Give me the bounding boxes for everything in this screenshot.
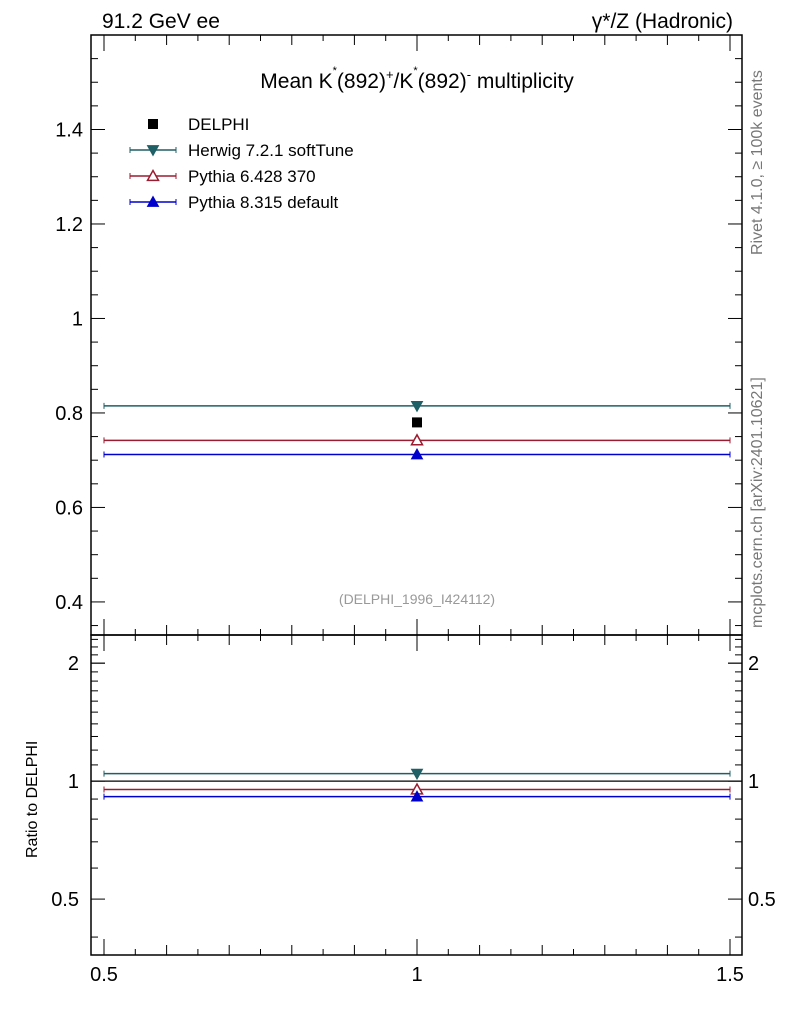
x-tick-label: 1 — [411, 964, 422, 986]
x-axis: 0.5 1 1.5 — [90, 35, 744, 986]
ratio-y-axis: 0.5 0.5 1 1 2 2 — [51, 638, 776, 938]
y-tick-label: 0.8 — [55, 403, 83, 425]
point-Herwig 7.2.1 softTune — [410, 400, 424, 413]
process-label: γ*/Z (Hadronic) — [592, 10, 733, 33]
legend-entry-label: Pythia 8.315 default — [188, 193, 339, 212]
ratio-y-tick-label-left: 1 — [68, 771, 79, 793]
point-Pythia 6.428 370 — [410, 433, 424, 446]
point-Pythia 8.315 default — [410, 447, 424, 460]
y-tick-label: 0.6 — [55, 497, 83, 519]
legend-marker — [146, 195, 160, 207]
legend: DELPHI Herwig 7.2.1 softTune Pythia 6.428 … — [129, 115, 354, 212]
x-tick-label: 1.5 — [716, 964, 744, 986]
point-DELPHI — [412, 417, 422, 428]
y-tick-label: 1.4 — [55, 119, 83, 141]
ratio-point-Pythia 8.315 default — [410, 790, 424, 802]
legend-entry-label: DELPHI — [188, 115, 249, 134]
x-tick-label: 0.5 — [90, 964, 118, 986]
y-tick-label: 1.2 — [55, 214, 83, 236]
ratio-point-Herwig 7.2.1 softTune — [410, 768, 424, 781]
ratio-ylabel: Ratio to DELPHI — [24, 741, 41, 858]
legend-marker — [146, 145, 160, 157]
legend-entry-label: Herwig 7.2.1 softTune — [188, 141, 354, 160]
analysis-id-watermark: (DELPHI_1996_I424112) — [339, 591, 495, 607]
ratio-y-tick-label-right: 2 — [748, 653, 759, 675]
main-y-axis: 0.4 0.6 0.8 1 1.2 1.4 — [55, 58, 742, 627]
legend-entry-label: Pythia 6.428 370 — [188, 167, 316, 186]
ratio-y-tick-label-right: 0.5 — [748, 889, 776, 911]
ratio-y-tick-label-left: 2 — [68, 653, 79, 675]
rivet-label: Rivet 4.1.0, ≥ 100k events — [749, 70, 766, 255]
ratio-y-tick-label-left: 0.5 — [51, 889, 79, 911]
energy-label: 91.2 GeV ee — [102, 10, 220, 33]
mcplots-label: mcplots.cern.ch [arXiv:2401.10621] — [749, 377, 766, 628]
legend-marker — [148, 119, 158, 129]
y-tick-label: 0.4 — [55, 592, 83, 614]
main-series-group — [103, 400, 731, 460]
legend-marker — [146, 168, 160, 182]
ratio-series-group — [91, 768, 742, 802]
plot-title: Mean K*(892)+/K*(892)- multiplicity — [260, 65, 574, 93]
y-tick-label: 1 — [72, 308, 83, 330]
ratio-y-tick-label-right: 1 — [748, 771, 759, 793]
